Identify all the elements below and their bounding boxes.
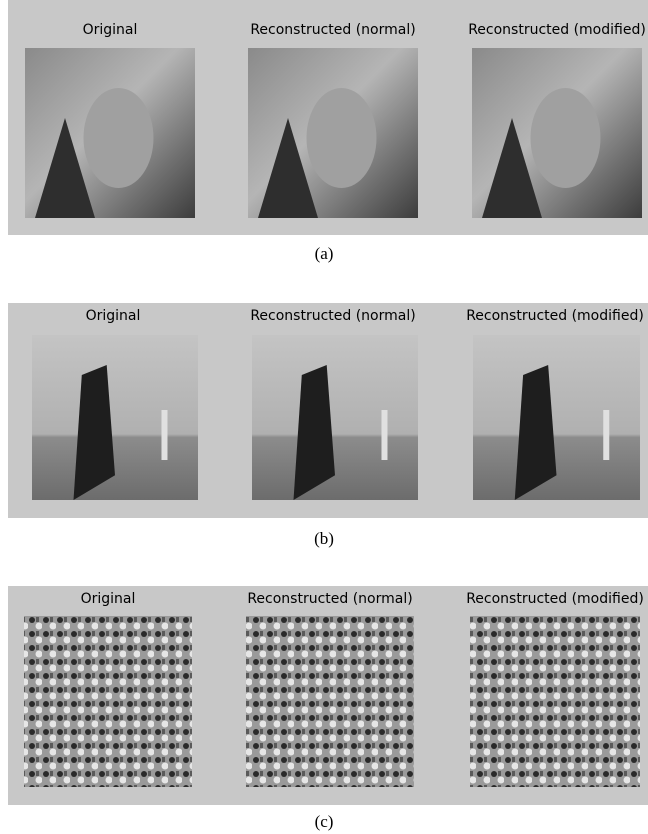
image-title: Reconstructed (modified) xyxy=(466,308,644,324)
image-title: Reconstructed (normal) xyxy=(247,591,412,607)
image-title: Reconstructed (normal) xyxy=(250,308,415,324)
image-title: Original xyxy=(86,308,141,324)
caption: (a) xyxy=(315,244,334,263)
image xyxy=(24,616,192,787)
image xyxy=(470,616,640,787)
image-detail xyxy=(381,410,387,460)
image-detail xyxy=(161,410,167,460)
image-title: Reconstructed (modified) xyxy=(466,591,644,607)
caption: (b) xyxy=(314,529,334,548)
image-detail xyxy=(603,410,609,460)
image xyxy=(246,616,414,787)
image-title: Reconstructed (normal) xyxy=(250,22,415,38)
image-detail xyxy=(531,88,601,188)
figure: Original Reconstructed (normal) Reconstruc… xyxy=(0,0,648,834)
image-detail xyxy=(84,88,154,188)
caption: (c) xyxy=(315,812,334,831)
image-title: Original xyxy=(81,591,136,607)
image-title: Reconstructed (modified) xyxy=(468,22,646,38)
image-detail xyxy=(307,88,377,188)
image-title: Original xyxy=(83,22,138,38)
